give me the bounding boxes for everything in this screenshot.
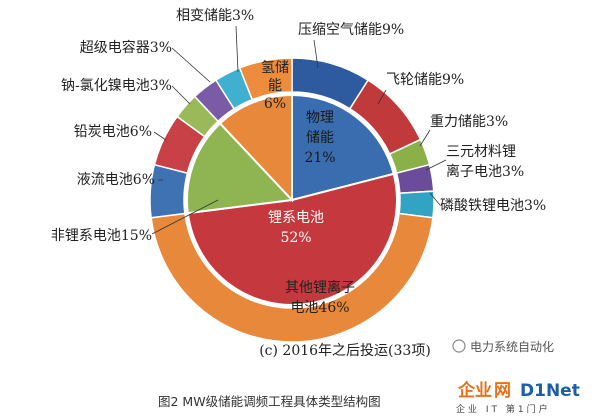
outer-label-7: 铅炭电池6% [74,124,152,140]
figure-caption: 图2 MW级储能调频工程具体类型结构图 [158,394,381,409]
leader-outer-1 [377,89,387,105]
leader-outer-8 [171,85,191,105]
chart-caption: (c) 2016年之后投运(33项) [259,343,431,359]
outer-label-6: 液流电池6% [77,172,155,188]
watermark-text: 电力系统自动化 [470,340,554,354]
inner-ring [186,93,398,306]
logo-part1: 企业 [457,380,492,401]
outer-label-1: 飞轮储能9% [386,72,464,88]
leader-outer-9 [171,47,211,83]
leader-outer-2 [419,129,431,147]
outer-ring [149,57,435,343]
outer-label-3: 三元材料锂离子电池3% [446,144,524,180]
logo-part2: 网 [494,381,511,401]
leader-outer-0 [313,39,319,69]
logo-tagline: 企业 IT 第1门户 [456,403,551,415]
outer-label-4: 磷酸铁锂电池3% [440,198,546,214]
site-logo: 企业 网 D1Net 企业 IT 第1门户 [456,380,580,415]
leader-outer-4 [429,192,441,206]
outer-label-9: 超级电容器3% [80,39,172,56]
leader-outer-7 [153,131,167,141]
logo-part3: D1Net [520,381,580,401]
leader-inner-2 [151,199,219,235]
inner-slice-3 [218,93,293,203]
outer-slice-6 [149,163,189,219]
outer-label-8: 钠-氯化镍电池3% [61,78,172,94]
outer-label-10: 相变储能3% [176,8,254,24]
inner-label-2: 非锂系电池15% [51,228,152,244]
inner-label-0: 物理储能 21% [304,110,335,166]
leader-outer-10 [235,25,239,73]
watermark: 电力系统自动化 [452,339,554,354]
leader-outer-3 [425,159,447,171]
leader-lines [151,25,447,235]
outer-slice-5 [150,212,434,343]
outer-label-2: 重力储能3% [430,114,508,130]
outer-slice-11 [238,57,293,101]
outer-label-0: 压缩空气储能9% [298,22,404,38]
slice-labels: 压缩空气储能9% 飞轮储能9% 重力储能3% 三元材料锂离子电池3% 磷酸铁锂电池3% 其… [51,8,546,316]
inner-slice-2 [186,122,295,215]
inner-label-1: 锂系电池 52% [268,210,324,246]
wechat-icon [452,339,466,353]
outer-label-5: 其他锂离子电池46% [285,279,355,316]
inner-slice-0 [291,93,395,202]
outer-label-11: 氢储能 6% [261,60,289,112]
